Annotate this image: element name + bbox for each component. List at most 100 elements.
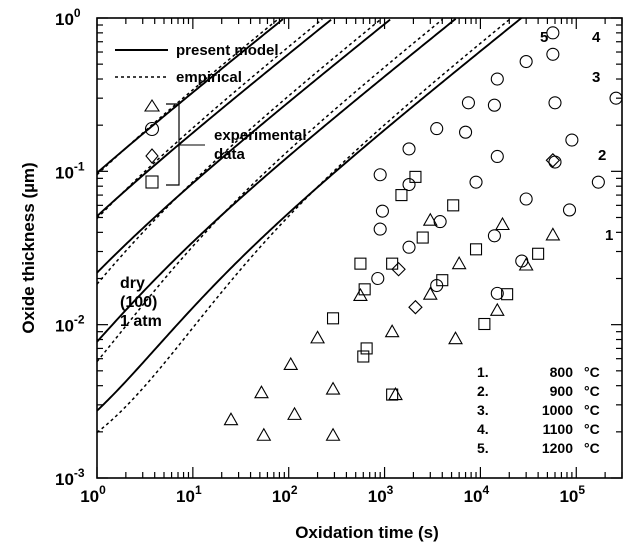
empirical-curve-2 xyxy=(96,18,444,363)
empirical-curve-4 xyxy=(96,18,323,220)
x-tick-label: 102 xyxy=(272,483,298,506)
x-tick-exponent: 3 xyxy=(387,483,394,497)
data-point-triangle xyxy=(448,331,463,345)
data-point-triangle xyxy=(388,386,403,401)
data-point-square xyxy=(386,388,399,401)
temp-unit: °C xyxy=(584,383,600,399)
condition-dry: dry xyxy=(120,275,145,292)
temp-unit: °C xyxy=(584,364,600,380)
temp-unit: °C xyxy=(584,402,600,418)
data-point-triangle xyxy=(254,385,269,399)
legend-bracket xyxy=(166,103,180,186)
x-tick-label: 105 xyxy=(559,483,585,506)
conditions-annotation: dry (100) 1 atm xyxy=(120,275,162,330)
data-point-circle xyxy=(375,204,389,218)
data-point-circle xyxy=(487,98,501,112)
x-tick-label: 104 xyxy=(464,483,490,506)
x-tick-exponent: 2 xyxy=(291,483,298,497)
data-point-triangle xyxy=(422,286,438,300)
data-point-square xyxy=(416,231,429,244)
legend-circle-marker xyxy=(144,121,160,137)
data-point-square xyxy=(436,274,449,287)
data-point-circle xyxy=(371,271,385,286)
data-point-triangle xyxy=(489,302,505,316)
x-tick-exponent: 5 xyxy=(578,483,585,497)
temp-value: 1000 xyxy=(542,402,573,418)
empirical-curve-1 xyxy=(96,18,511,434)
data-point-circle xyxy=(461,96,475,110)
plot-frame xyxy=(96,17,623,479)
data-point-circle xyxy=(469,175,483,189)
data-point-circle xyxy=(459,125,473,139)
y-tick-label: 10-3 xyxy=(55,466,85,489)
data-point-square xyxy=(326,312,340,325)
data-point-triangle xyxy=(256,427,272,441)
data-point-circle xyxy=(609,91,623,105)
data-point-diamond xyxy=(545,153,561,168)
legend-square-marker xyxy=(145,175,159,189)
legend-empirical-label: empirical xyxy=(176,69,242,86)
data-point-square xyxy=(469,243,483,256)
axes-frame xyxy=(96,17,623,479)
curve-label-2: 2 xyxy=(598,147,606,164)
curve-label-5: 5 xyxy=(540,29,548,46)
x-tick-label: 101 xyxy=(176,483,202,506)
data-point-circle xyxy=(402,240,416,254)
temp-number: 3. xyxy=(477,402,489,418)
y-tick-label: 10-1 xyxy=(55,159,85,182)
y-axis-label: Oxide thickness (µm) xyxy=(19,162,38,333)
data-point-circle xyxy=(402,177,416,192)
data-point-circle xyxy=(490,149,504,164)
y-tick-exponent: -1 xyxy=(74,159,85,173)
legend-experimental-label: experimental xyxy=(214,127,307,144)
data-point-square xyxy=(386,257,399,270)
data-point-triangle xyxy=(325,427,341,441)
data-point-triangle xyxy=(283,356,299,371)
data-point-square xyxy=(357,350,370,363)
temp-value: 900 xyxy=(550,383,574,399)
condition-pressure: 1 atm xyxy=(120,313,162,330)
model-curve-1 xyxy=(96,17,522,412)
y-tick-label: 10-2 xyxy=(55,313,85,336)
data-point-circle xyxy=(519,192,533,206)
temp-unit: °C xyxy=(584,421,600,437)
data-point-triangle xyxy=(310,330,326,344)
data-point-triangle xyxy=(223,412,239,426)
data-point-circle xyxy=(487,229,501,243)
model-curve-5 xyxy=(96,18,284,174)
data-point-circle xyxy=(490,72,504,86)
curves: 1 2 3 4 5 xyxy=(96,17,613,434)
x-tick-label: 103 xyxy=(368,483,394,506)
data-point-triangle xyxy=(518,257,534,271)
x-tick-label: 100 xyxy=(80,483,106,506)
data-point-triangle xyxy=(384,324,400,338)
data-point-diamond xyxy=(408,299,423,315)
data-point-square xyxy=(478,317,491,331)
data-point-circle xyxy=(373,222,387,236)
data-point-square xyxy=(358,283,371,296)
x-tick-exponent: 1 xyxy=(195,483,202,497)
data-point-circle xyxy=(490,286,504,300)
y-tick-exponent: -3 xyxy=(74,466,85,480)
temp-number: 5. xyxy=(477,440,489,456)
data-point-circle xyxy=(562,203,577,217)
data-point-square xyxy=(447,199,460,212)
data-point-square xyxy=(409,170,422,183)
data-point-circle xyxy=(373,168,387,182)
empirical-curve-5 xyxy=(96,18,280,176)
data-point-triangle xyxy=(495,216,510,231)
temp-value: 800 xyxy=(550,364,574,380)
data-point-triangle xyxy=(422,212,438,226)
data-point-circle xyxy=(546,47,560,61)
temp-number: 4. xyxy=(477,421,489,437)
legend: present model empirical experimental dat… xyxy=(115,42,307,189)
temp-number: 1. xyxy=(477,364,489,380)
data-point-circle xyxy=(433,215,447,229)
condition-orientation: (100) xyxy=(120,294,157,311)
x-tick-exponent: 0 xyxy=(99,483,106,497)
data-point-triangle xyxy=(287,406,302,420)
data-point-circle xyxy=(546,26,560,40)
data-point-triangle xyxy=(325,381,341,395)
